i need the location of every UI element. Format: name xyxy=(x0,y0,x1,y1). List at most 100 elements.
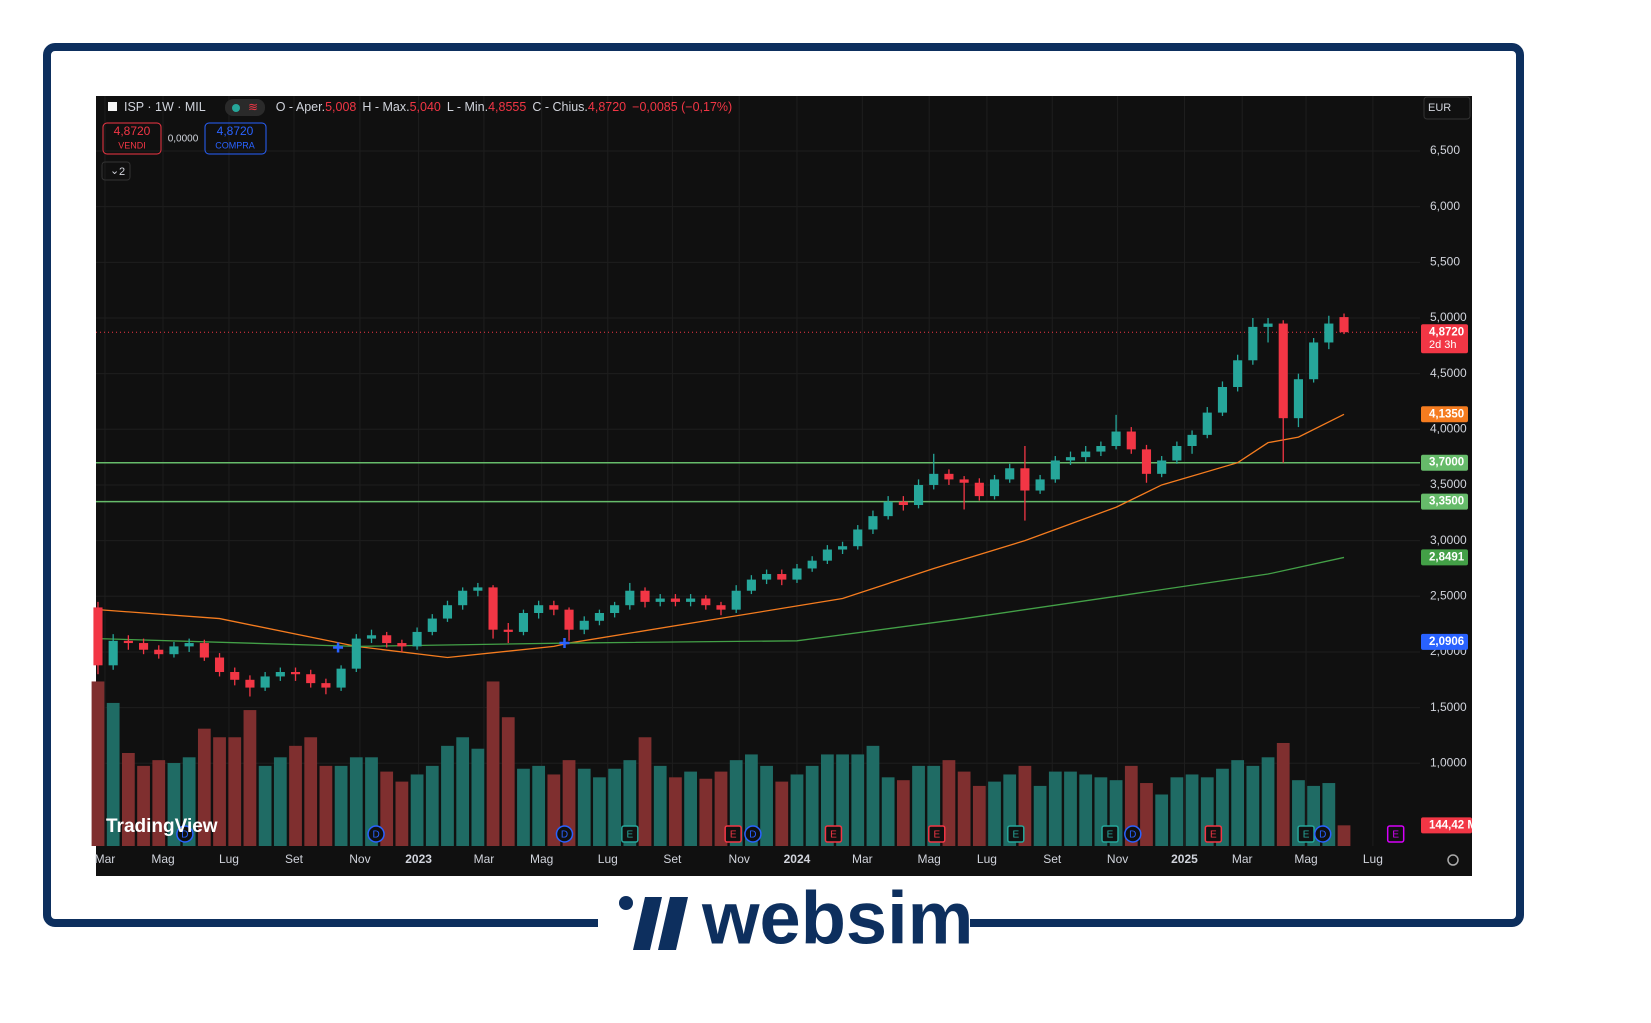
event-label: E xyxy=(730,830,737,841)
volume-bar xyxy=(1231,760,1245,846)
event-marker[interactable]: E xyxy=(1204,825,1223,843)
volume-bar xyxy=(228,737,242,846)
y-tick-label: 4,0000 xyxy=(1430,421,1467,435)
candle-body xyxy=(868,516,878,530)
x-tick-label: 2024 xyxy=(784,852,811,866)
event-marker[interactable]: D xyxy=(1124,825,1142,843)
volume-bar xyxy=(669,777,682,846)
volume-bar xyxy=(1185,774,1199,846)
volume-bar xyxy=(456,737,470,846)
o-label: O - Aper. xyxy=(276,100,325,114)
event-marker[interactable]: D xyxy=(1313,825,1332,843)
sell-price: 4,8720 xyxy=(114,124,151,138)
event-marker[interactable]: D xyxy=(176,825,194,843)
volume-bar xyxy=(1048,771,1062,846)
event-marker[interactable]: E xyxy=(724,825,742,843)
x-tick-label: Set xyxy=(285,852,304,866)
volume-bar xyxy=(1140,783,1153,846)
volume-bar xyxy=(623,760,637,846)
candle-body xyxy=(777,574,787,580)
event-label: E xyxy=(1107,830,1114,841)
candle-body xyxy=(1020,468,1030,491)
volume-bar xyxy=(380,771,394,846)
event-marker[interactable]: E xyxy=(1297,825,1315,843)
logo-dot xyxy=(619,896,633,910)
price-tag-label: 2,0906 xyxy=(1429,636,1464,648)
x-tick-label: Nov xyxy=(1107,852,1128,866)
candle-body xyxy=(397,643,407,647)
event-marker[interactable]: E xyxy=(1101,825,1119,843)
x-tick-label: Nov xyxy=(349,852,370,866)
event-shape xyxy=(824,825,843,843)
settings-icon[interactable] xyxy=(1447,854,1459,866)
candle-body xyxy=(427,618,437,632)
candle-body xyxy=(1187,434,1197,447)
volume-bar xyxy=(790,774,804,846)
volume-bar xyxy=(258,765,272,846)
candle-body xyxy=(1172,446,1182,461)
ohlc-legend: ISP · 1W · MIL O - Aper.5,008 H - Max.5,04… xyxy=(124,100,732,114)
volume-bar xyxy=(1276,742,1290,846)
x-tick-label: 2025 xyxy=(1171,852,1198,866)
candle-body xyxy=(807,560,817,569)
cross-marker xyxy=(559,638,570,649)
price-tag xyxy=(1421,454,1468,471)
candle-body xyxy=(944,473,954,480)
volume-tag-label: 144,42 M xyxy=(1429,819,1477,831)
volume-bar xyxy=(304,737,318,846)
volume-bar xyxy=(745,754,758,846)
volume-bar xyxy=(729,760,743,846)
price-tag xyxy=(1421,324,1468,354)
event-shape xyxy=(744,825,762,843)
candle-body xyxy=(245,679,255,688)
candle-body xyxy=(959,479,969,483)
currency-button[interactable] xyxy=(1423,96,1471,120)
grid xyxy=(96,96,1420,846)
x-tick-label: Mar xyxy=(474,852,495,866)
collapse-button[interactable] xyxy=(101,161,131,181)
event-marker[interactable]: E xyxy=(621,825,639,843)
logo-stroke xyxy=(633,897,662,950)
volume-bar xyxy=(851,754,865,846)
sell-button[interactable] xyxy=(102,122,162,155)
volume-bar xyxy=(896,780,910,846)
y-tick-label: 3,0000 xyxy=(1430,533,1467,547)
x-tick-label: Mag xyxy=(151,852,174,866)
event-marker[interactable]: E xyxy=(1007,825,1025,843)
candle-body xyxy=(1005,468,1015,480)
event-marker[interactable]: E xyxy=(928,825,946,843)
volume-bar xyxy=(547,774,561,846)
volume-bar xyxy=(273,757,287,846)
candle-body xyxy=(503,629,513,632)
site-logo: websim xyxy=(701,877,973,960)
candle-body xyxy=(260,676,270,688)
logo-stroke xyxy=(658,897,688,950)
volume-bar xyxy=(608,768,622,846)
price-tag xyxy=(1421,493,1468,510)
candle-body xyxy=(154,649,164,655)
event-marker[interactable]: D xyxy=(367,825,385,843)
price-tag-label: 4,1350 xyxy=(1429,408,1464,420)
candle-body xyxy=(989,479,1000,497)
sell-label: VENDI xyxy=(118,140,146,150)
candle-body xyxy=(169,646,179,655)
candle-body xyxy=(929,473,939,485)
volume-bar xyxy=(1079,774,1093,846)
volume-bar xyxy=(577,768,591,846)
event-marker[interactable]: E xyxy=(1386,825,1405,843)
volume-bar xyxy=(319,765,333,846)
candle-body xyxy=(564,609,574,630)
status-pill[interactable] xyxy=(225,99,265,116)
buy-button[interactable] xyxy=(204,122,267,155)
volume-bar xyxy=(1337,825,1351,846)
volume-bar xyxy=(1170,777,1184,846)
volume-bar xyxy=(365,757,378,846)
candle-body xyxy=(382,635,392,644)
volume-bar xyxy=(395,781,409,846)
x-tick-label: Nov xyxy=(729,852,750,866)
event-marker[interactable]: D xyxy=(555,825,574,843)
event-marker[interactable]: E xyxy=(824,825,843,843)
candle-body xyxy=(1293,379,1303,419)
event-marker[interactable]: D xyxy=(744,825,762,843)
